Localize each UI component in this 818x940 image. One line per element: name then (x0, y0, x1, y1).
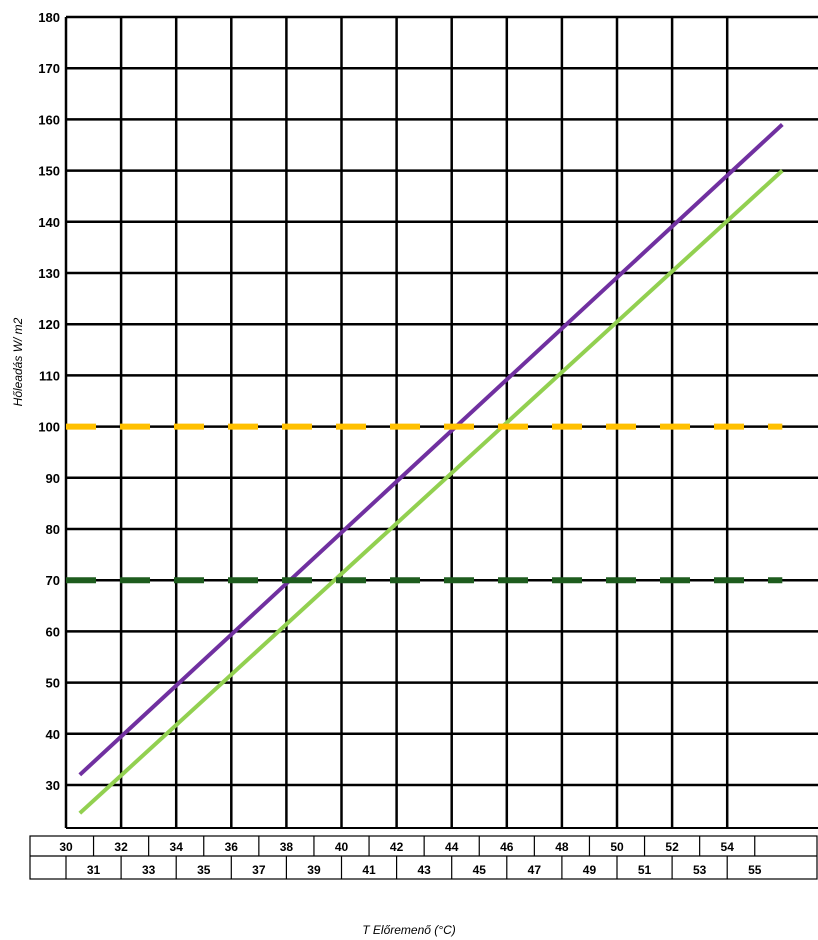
y-tick-label: 130 (38, 266, 60, 281)
x-tick-label: 41 (362, 863, 376, 877)
x-tick-label: 43 (417, 863, 431, 877)
x-tick-label: 54 (721, 840, 735, 854)
x-tick-label: 50 (610, 840, 624, 854)
y-axis-label: Hőleadás W/ m2 (11, 317, 25, 406)
x-tick-label: 35 (197, 863, 211, 877)
y-tick-label: 80 (46, 522, 60, 537)
y-tick-label: 100 (38, 420, 60, 435)
x-tick-label: 55 (748, 863, 762, 877)
x-axis-table: 30 32 34 36 38 40 42 44 46 48 50 52 54 31 33 35 37 39 41 43… (29, 835, 818, 880)
x-tick-label: 49 (583, 863, 597, 877)
x-tick-label: 44 (445, 840, 459, 854)
series-line (78, 169, 784, 815)
x-tick-label: 30 (59, 840, 73, 854)
y-tick-label: 60 (46, 624, 60, 639)
x-axis-label: T Előremenő (°C) (362, 923, 456, 937)
x-tick-label: 37 (252, 863, 266, 877)
x-tick-label: 39 (307, 863, 321, 877)
x-tick-label: 31 (87, 863, 101, 877)
series-group (66, 123, 784, 815)
y-axis-ticks: 30 40 50 60 70 80 90 100 110 120 130 140 150 160 170 18… (38, 10, 60, 793)
x-tick-label: 47 (528, 863, 542, 877)
y-tick-label: 150 (38, 164, 60, 179)
x-tick-label: 45 (473, 863, 487, 877)
x-axis-table-border (29, 835, 818, 880)
series-line (78, 123, 784, 777)
y-tick-label: 170 (38, 61, 60, 76)
x-tick-label: 53 (693, 863, 707, 877)
x-tick-label: 40 (335, 840, 349, 854)
x-tick-label: 32 (114, 840, 128, 854)
x-tick-label: 46 (500, 840, 514, 854)
y-tick-label: 180 (38, 10, 60, 25)
x-tick-label: 48 (555, 840, 569, 854)
x-tick-label: 52 (665, 840, 679, 854)
x-tick-label: 38 (280, 840, 294, 854)
y-tick-label: 110 (39, 368, 60, 383)
y-tick-label: 70 (46, 573, 60, 588)
grid (64, 15, 818, 829)
x-tick-label: 42 (390, 840, 404, 854)
x-tick-label: 33 (142, 863, 156, 877)
x-tick-label: 36 (225, 840, 239, 854)
y-tick-label: 120 (38, 317, 60, 332)
y-tick-label: 90 (46, 471, 60, 486)
y-tick-label: 40 (46, 727, 60, 742)
x-tick-label: 34 (170, 840, 184, 854)
y-tick-label: 160 (38, 112, 60, 127)
y-tick-label: 140 (38, 215, 60, 230)
x-tick-label: 51 (638, 863, 652, 877)
y-tick-label: 50 (46, 676, 60, 691)
y-tick-label: 30 (46, 778, 60, 793)
